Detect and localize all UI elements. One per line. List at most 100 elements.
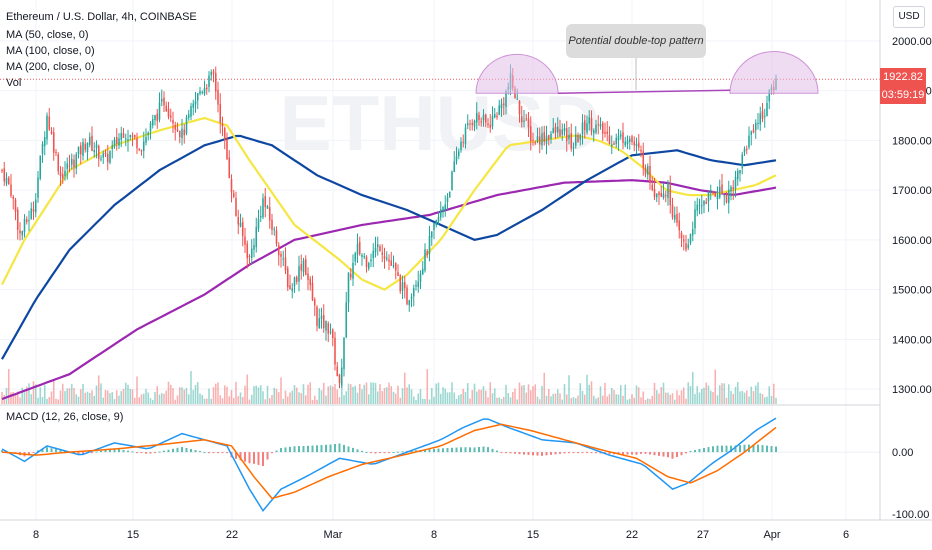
volume-bar: [79, 389, 82, 404]
macd-histogram-bar: [536, 452, 539, 456]
double-top-arc-1: [475, 53, 559, 94]
candle-body: [41, 143, 44, 154]
candle-body: [104, 152, 107, 154]
volume-bar: [246, 374, 249, 404]
indicator-ma200[interactable]: MA (200, close, 0): [6, 61, 95, 73]
volume-bar: [165, 390, 168, 404]
volume-bar: [752, 391, 755, 404]
candle-body: [109, 151, 111, 163]
volume-bar: [352, 386, 354, 404]
volume-bar: [493, 388, 496, 404]
candle-body: [696, 204, 699, 211]
candle-body: [487, 123, 489, 125]
candle-body: [50, 131, 53, 134]
macd-histogram-bar: [428, 449, 431, 453]
candle-body: [289, 285, 291, 290]
candle-body: [295, 276, 298, 282]
volume-bar: [181, 387, 183, 404]
candle-body: [212, 71, 215, 74]
volume-bar: [655, 390, 658, 404]
candle-body: [309, 278, 312, 286]
macd-histogram-bar: [640, 452, 642, 454]
volume-bar: [660, 387, 663, 404]
volume-bar: [19, 397, 21, 404]
macd-histogram-bar: [442, 448, 444, 453]
candle-body: [658, 192, 660, 195]
volume-bar: [16, 391, 19, 404]
volume-bar: [390, 386, 393, 404]
volume-bar: [646, 398, 649, 404]
candle-body: [181, 128, 183, 139]
macd-histogram-bar: [109, 449, 111, 453]
volume-bar: [640, 397, 642, 404]
candle-body: [185, 117, 188, 134]
candle-body: [599, 124, 602, 127]
volume-bar: [203, 398, 206, 404]
indicator-macd[interactable]: MACD (12, 26, close, 9): [6, 411, 124, 423]
macd-histogram-bar: [496, 450, 498, 453]
x-tick-label: 15: [527, 529, 539, 541]
volume-bar: [406, 387, 408, 404]
macd-histogram-bar: [599, 452, 602, 454]
candle-body: [149, 123, 152, 132]
candle-body: [3, 168, 6, 182]
candle-body: [379, 246, 381, 252]
volume-bar: [595, 398, 597, 404]
volume-bar: [70, 384, 73, 404]
volume-bar: [597, 397, 600, 404]
candle-body: [77, 146, 80, 155]
macd-histogram-bar: [505, 452, 507, 454]
indicator-ma50[interactable]: MA (50, close, 0): [6, 29, 89, 41]
candles: [1, 64, 777, 389]
volume-bar: [14, 393, 17, 404]
volume-bar: [95, 385, 98, 404]
macd-histogram-bar: [28, 452, 30, 455]
volume-bar: [302, 384, 305, 404]
volume-bar: [446, 392, 449, 404]
candle-body: [689, 234, 692, 243]
candle-body: [439, 209, 442, 218]
macd-histogram-bar: [644, 452, 647, 454]
volume-bar: [293, 385, 296, 404]
candle-body: [763, 115, 766, 117]
y-tick-label: 1700.00: [892, 185, 932, 197]
volume-bar: [678, 395, 681, 404]
macd-histogram-bar: [473, 447, 476, 453]
candle-body: [331, 329, 334, 339]
volume-bar: [403, 372, 406, 404]
candle-body: [363, 255, 366, 258]
candle-body: [136, 138, 138, 149]
candle-body: [392, 265, 395, 267]
volume-bar: [743, 392, 746, 404]
candle-body: [581, 122, 584, 134]
volume-bar: [439, 393, 442, 404]
indicator-ma100[interactable]: MA (100, close, 0): [6, 45, 95, 57]
macd-histogram-bar: [280, 448, 282, 453]
volume-bar: [408, 384, 411, 404]
volume-bar: [586, 374, 588, 404]
volume-bar: [583, 394, 586, 404]
volume-bar: [691, 371, 694, 404]
macd-histogram-bar: [221, 452, 224, 454]
candle-body: [619, 134, 622, 137]
volume-bar: [529, 390, 532, 404]
volume-bar: [592, 395, 595, 404]
volume-bar: [111, 392, 114, 404]
y-tick-label: 1600.00: [892, 235, 932, 247]
volume-bar: [581, 390, 584, 404]
candle-body: [424, 249, 426, 271]
volume-bar: [514, 388, 516, 404]
macd-histogram-bar: [397, 451, 399, 453]
candle-body: [417, 281, 420, 288]
currency-button[interactable]: USD: [893, 6, 925, 28]
candle-body: [640, 149, 642, 152]
candle-body: [210, 72, 213, 76]
macd-histogram-bar: [730, 445, 732, 453]
x-tick-label: 8: [33, 529, 39, 541]
candle-body: [241, 222, 244, 237]
candle-body: [419, 273, 422, 282]
volume-bar: [415, 399, 417, 404]
candle-body: [235, 198, 237, 217]
indicator-vol[interactable]: Vol: [6, 77, 22, 89]
